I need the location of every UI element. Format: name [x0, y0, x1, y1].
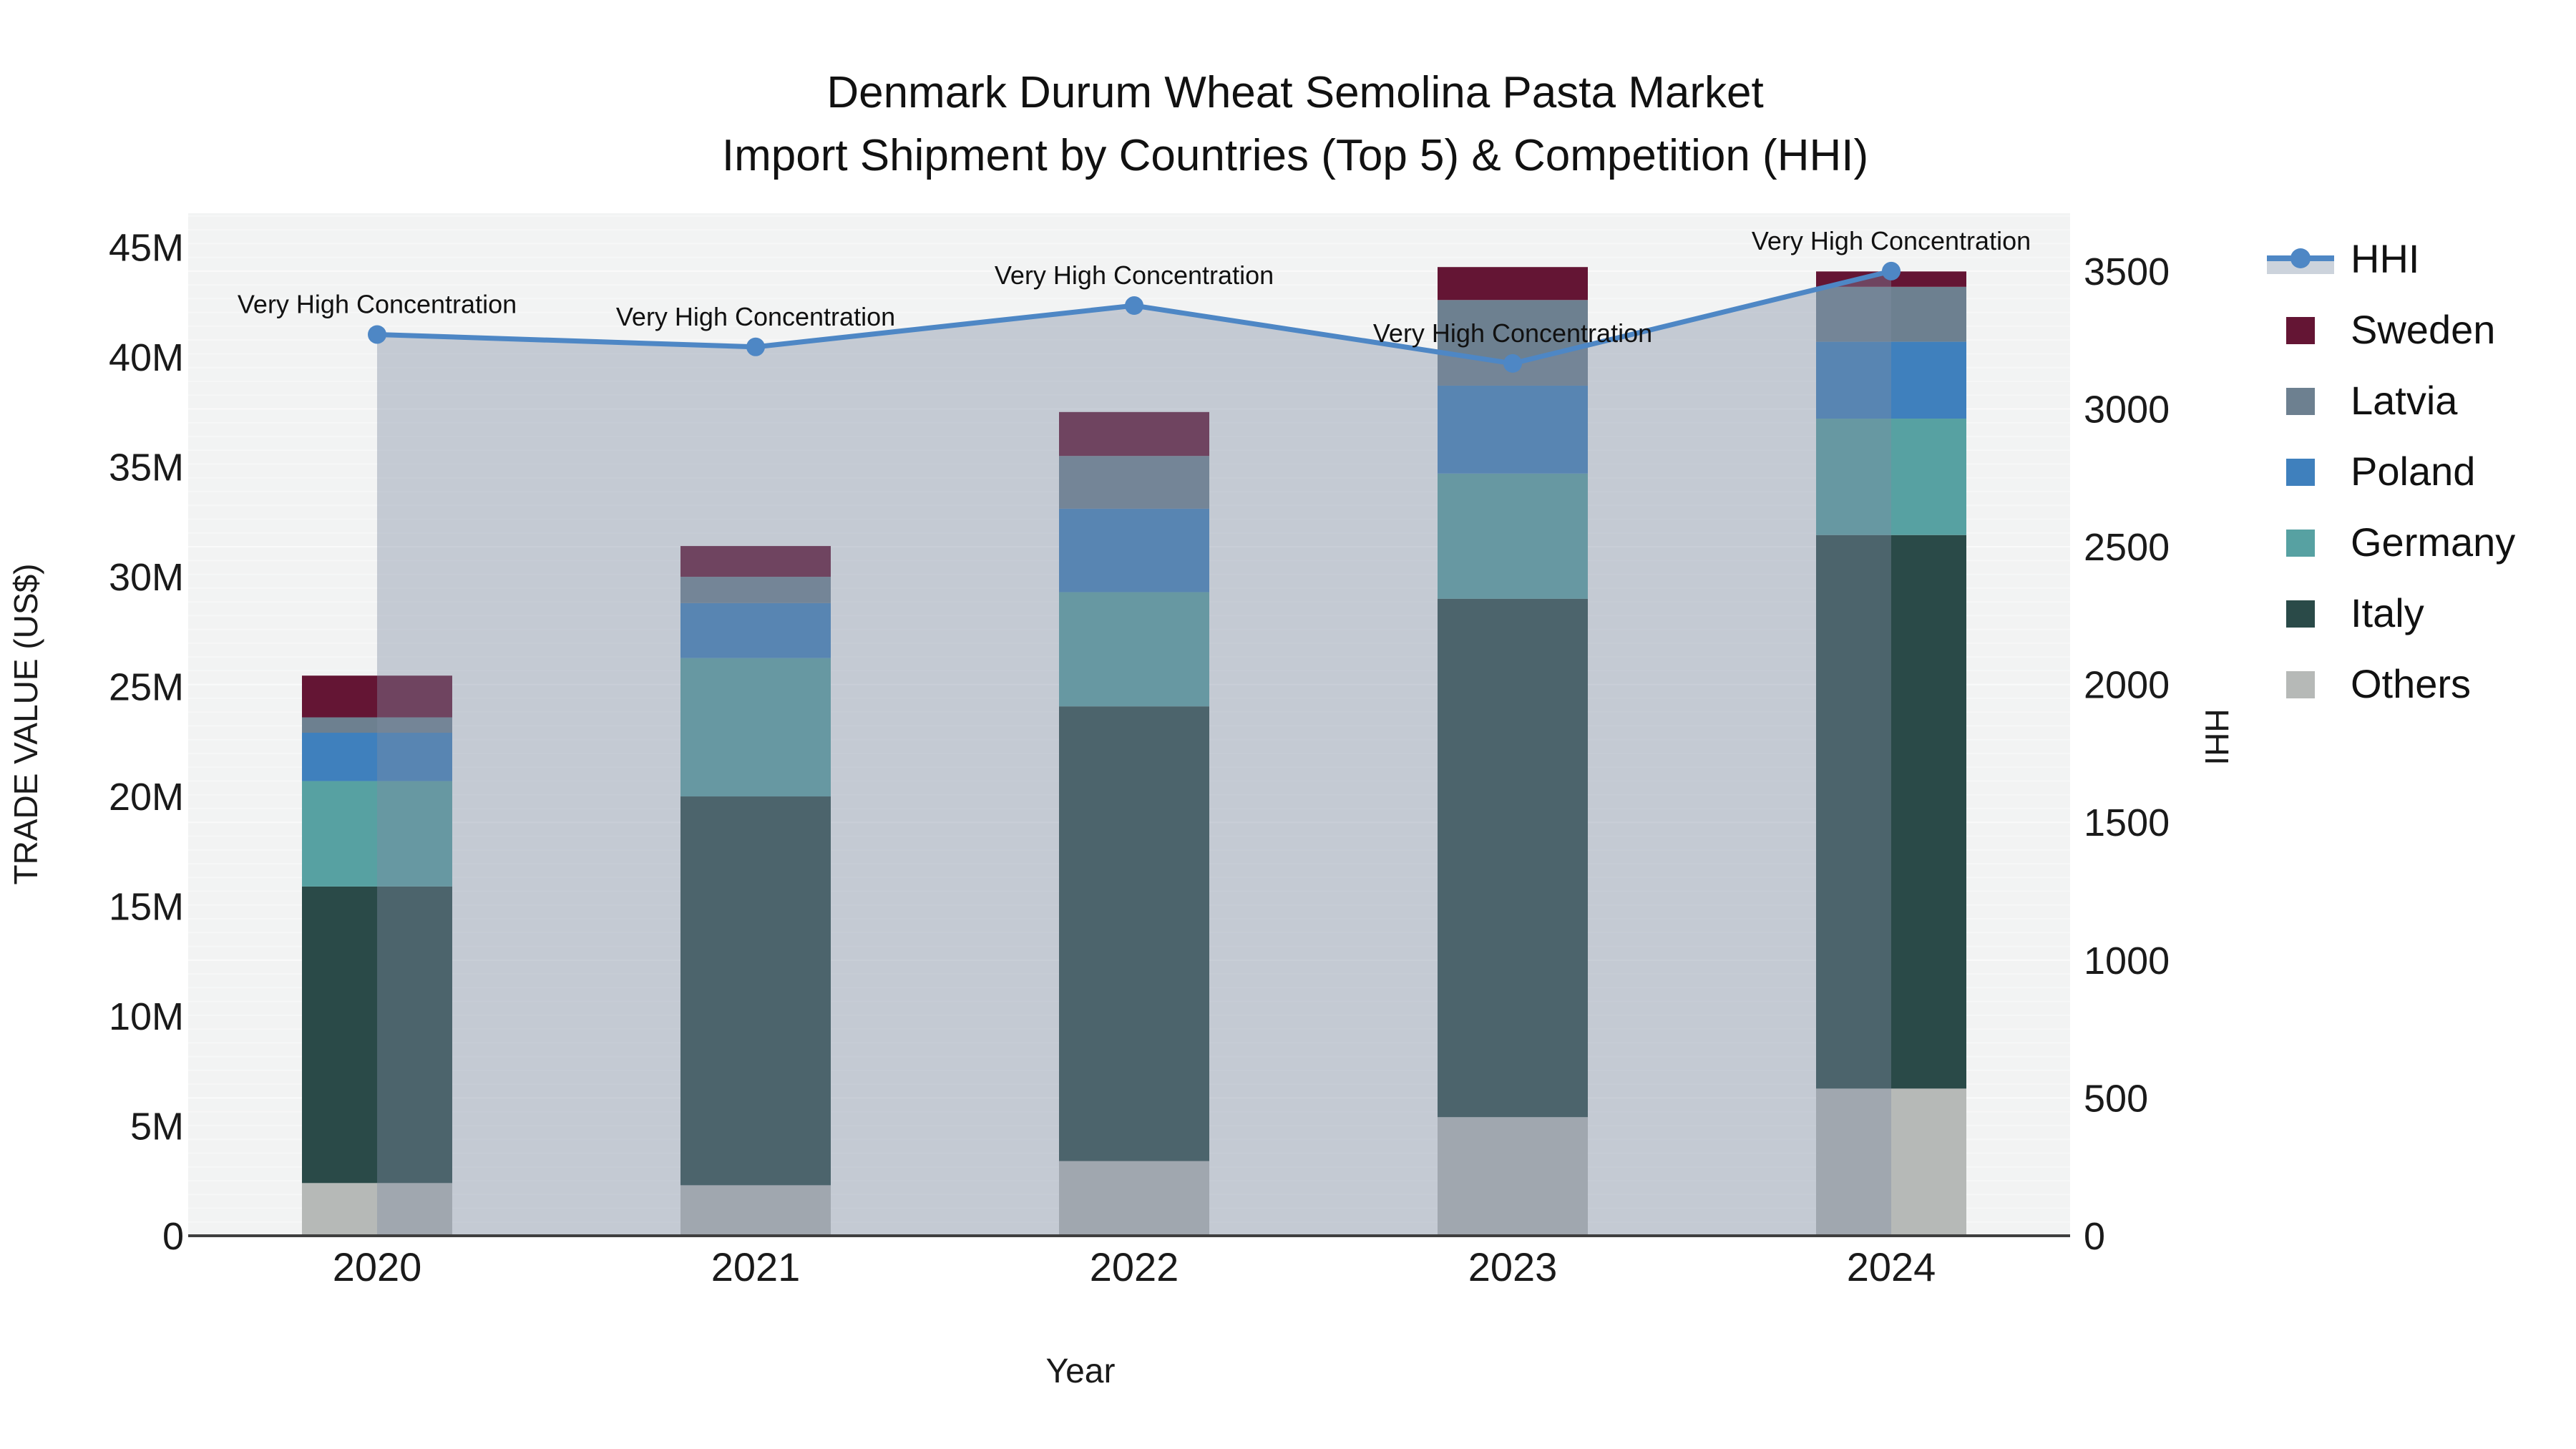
annotation-2021: Very High Concentration: [616, 302, 895, 331]
bar-segment-italy-2022[interactable]: [1059, 706, 1209, 1161]
right-tick-3500: 3500: [2084, 250, 2170, 293]
bar-segment-italy-2020[interactable]: [302, 886, 452, 1184]
left-tick-45: 45M: [109, 227, 184, 270]
left-tick-25: 25M: [109, 666, 184, 709]
bar-segment-germany-2024[interactable]: [1816, 419, 1966, 535]
x-tick-2021[interactable]: 2021: [711, 1244, 801, 1289]
annotation-2023: Very High Concentration: [1373, 318, 1652, 348]
bar-segment-others-2020[interactable]: [302, 1183, 452, 1236]
bar-segment-germany-2020[interactable]: [302, 781, 452, 887]
bar-segment-sweden-2023[interactable]: [1438, 267, 1588, 301]
legend-item-latvia[interactable]: Latvia: [2286, 378, 2458, 423]
bar-segment-sweden-2020[interactable]: [302, 675, 452, 718]
annotation-2020: Very High Concentration: [238, 289, 517, 318]
bar-segment-latvia-2020[interactable]: [302, 717, 452, 733]
hhi-area-fill: [377, 270, 1891, 1236]
right-tick-0: 0: [2084, 1215, 2105, 1258]
legend-item-sweden[interactable]: Sweden: [2286, 307, 2495, 352]
chart-title-line1: Denmark Durum Wheat Semolina Pasta Marke…: [826, 68, 1763, 117]
legend-hhi-marker-sample: [2290, 248, 2311, 268]
left-tick-35: 35M: [109, 447, 184, 489]
left-axis-title: TRADE VALUE (US$): [7, 563, 44, 884]
bar-segment-sweden-2021[interactable]: [680, 546, 831, 577]
right-tick-1000: 1000: [2084, 940, 2170, 982]
right-tick-500: 500: [2084, 1077, 2148, 1120]
bar-segment-poland-2024[interactable]: [1816, 341, 1966, 419]
legend-label-germany: Germany: [2351, 519, 2515, 565]
legend-swatch-germany: [2286, 530, 2315, 557]
bar-segment-poland-2021[interactable]: [680, 602, 831, 658]
bar-segment-poland-2020[interactable]: [302, 733, 452, 781]
left-tick-15: 15M: [109, 886, 184, 929]
hhi-marker-2021[interactable]: [746, 337, 765, 356]
x-tick-2023[interactable]: 2023: [1468, 1244, 1558, 1289]
legend-item-poland[interactable]: Poland: [2286, 449, 2475, 494]
hhi-marker-2024[interactable]: [1882, 261, 1901, 280]
legend-label-italy: Italy: [2351, 590, 2424, 635]
bar-segment-germany-2023[interactable]: [1438, 473, 1588, 599]
bar-segment-latvia-2022[interactable]: [1059, 456, 1209, 509]
legend-label-others: Others: [2351, 661, 2471, 706]
bar-segment-latvia-2024[interactable]: [1816, 286, 1966, 342]
left-tick-5: 5M: [130, 1106, 184, 1148]
bar-segment-others-2021[interactable]: [680, 1185, 831, 1236]
bar-segment-others-2023[interactable]: [1438, 1117, 1588, 1236]
x-tick-2022[interactable]: 2022: [1090, 1244, 1179, 1289]
right-tick-3000: 3000: [2084, 388, 2170, 431]
bar-segment-germany-2021[interactable]: [680, 658, 831, 797]
hhi-marker-2023[interactable]: [1503, 353, 1522, 373]
legend: HHI Sweden Latvia Poland Germany Italy Others: [2267, 236, 2515, 706]
legend-swatch-latvia: [2286, 388, 2315, 415]
left-tick-10: 10M: [109, 995, 184, 1038]
hhi-marker-2022[interactable]: [1125, 296, 1143, 316]
legend-label-latvia: Latvia: [2351, 378, 2458, 423]
bar-segment-italy-2024[interactable]: [1816, 535, 1966, 1089]
x-axis-title: Year: [1046, 1352, 1116, 1390]
legend-swatch-poland: [2286, 459, 2315, 486]
bar-segment-latvia-2021[interactable]: [680, 577, 831, 603]
chart-title-line2: Import Shipment by Countries (Top 5) & C…: [722, 131, 1868, 180]
legend-item-germany[interactable]: Germany: [2286, 519, 2515, 565]
legend-item-hhi[interactable]: HHI: [2267, 236, 2419, 281]
legend-item-others[interactable]: Others: [2286, 661, 2471, 706]
bar-segment-poland-2023[interactable]: [1438, 385, 1588, 474]
annotation-2024: Very High Concentration: [1752, 226, 2031, 255]
x-tick-2020[interactable]: 2020: [333, 1244, 422, 1289]
legend-swatch-italy: [2286, 600, 2315, 628]
legend-swatch-others: [2286, 671, 2315, 698]
bar-segment-italy-2021[interactable]: [680, 796, 831, 1186]
legend-label-poland: Poland: [2351, 449, 2475, 494]
bar-segment-italy-2023[interactable]: [1438, 598, 1588, 1118]
left-tick-0: 0: [162, 1215, 184, 1258]
left-tick-40: 40M: [109, 336, 184, 379]
left-tick-20: 20M: [109, 776, 184, 819]
bar-segment-poland-2022[interactable]: [1059, 508, 1209, 592]
right-tick-2000: 2000: [2084, 664, 2170, 707]
right-axis-title: HHI: [2198, 708, 2235, 765]
x-tick-2024[interactable]: 2024: [1847, 1244, 1936, 1289]
bar-segment-others-2022[interactable]: [1059, 1161, 1209, 1236]
left-tick-30: 30M: [109, 556, 184, 599]
hhi-marker-2020[interactable]: [368, 325, 386, 344]
bar-segment-sweden-2022[interactable]: [1059, 411, 1209, 457]
right-tick-1500: 1500: [2084, 801, 2170, 844]
legend-item-italy[interactable]: Italy: [2286, 590, 2424, 635]
legend-swatch-sweden: [2286, 317, 2315, 344]
bar-segment-germany-2022[interactable]: [1059, 592, 1209, 707]
plot-layers: Very High Concentration Very High Concent…: [109, 213, 2170, 1289]
legend-label-hhi: HHI: [2351, 236, 2419, 281]
annotation-2022: Very High Concentration: [995, 260, 1274, 290]
bar-segment-others-2024[interactable]: [1816, 1088, 1966, 1236]
right-tick-2500: 2500: [2084, 526, 2170, 569]
legend-label-sweden: Sweden: [2351, 307, 2495, 352]
